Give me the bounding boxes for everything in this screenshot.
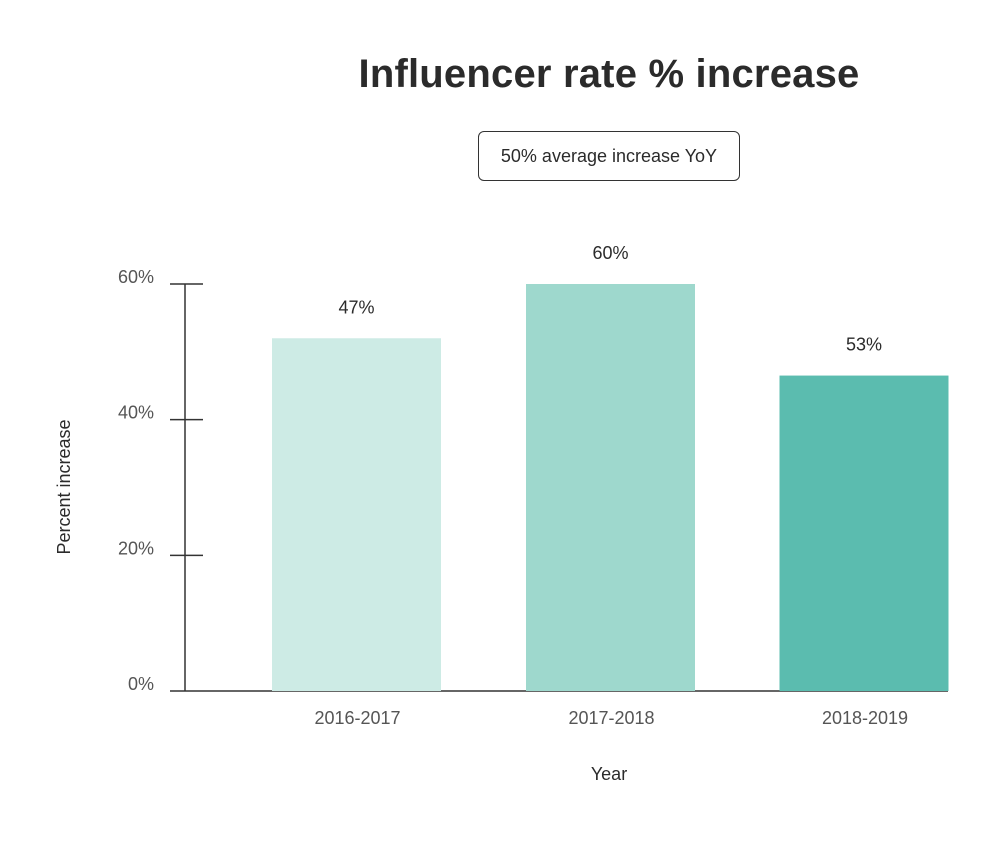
bar [779,375,949,691]
bar [526,284,695,691]
x-tick-label: 2017-2018 [568,708,654,728]
data-label: 60% [592,243,628,263]
y-axis-title: Percent increase [54,419,74,554]
bars [272,284,949,691]
x-tick-label: 2018-2019 [822,708,908,728]
x-tick-label: 2016-2017 [314,708,400,728]
labels: 0% 20% 40% 60% 47% 2016-2017 60% 2017-2018 53% 20… [54,243,908,784]
y-tick-label: 0% [128,674,154,694]
data-label: 53% [846,335,882,355]
y-tick-label: 40% [118,403,154,423]
chart-title: Influencer rate % increase [358,52,860,96]
bar [272,338,441,691]
y-tick-label: 60% [118,267,154,287]
x-axis-title: Year [591,764,627,784]
y-tick-label: 20% [118,538,154,558]
data-label: 47% [338,297,374,317]
average-increase-badge: 50% average increase YoY [478,131,740,181]
